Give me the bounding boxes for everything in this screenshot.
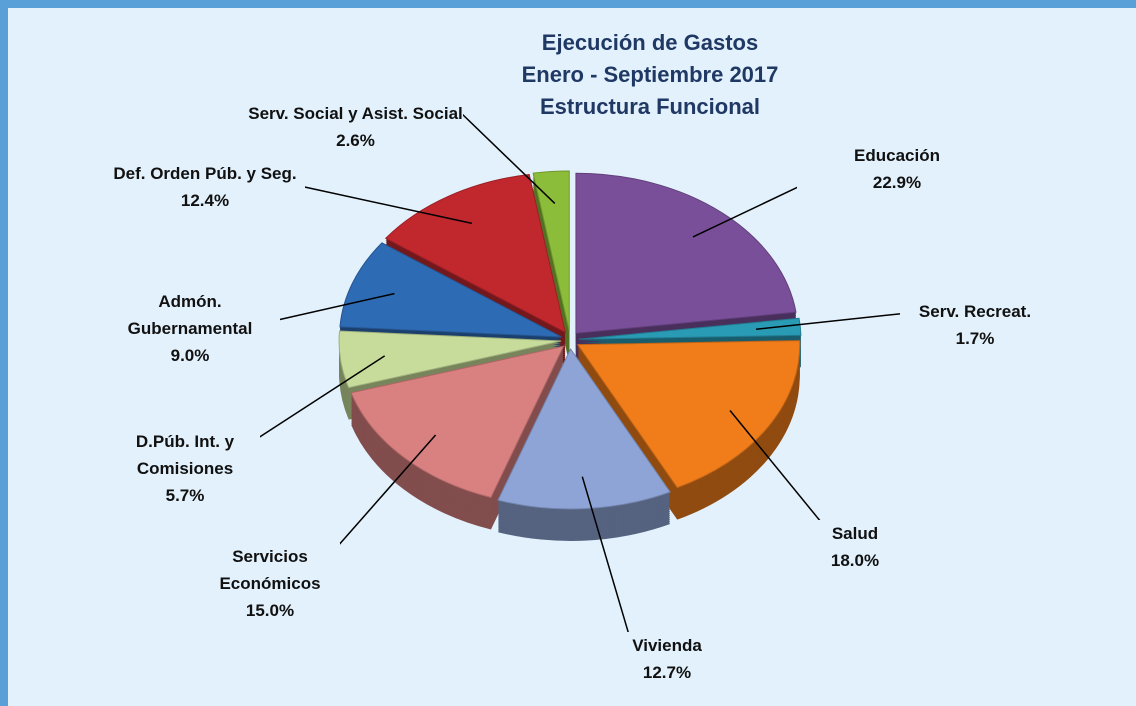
chart-title: Enero - Septiembre 2017 xyxy=(521,62,779,87)
category-label: Def. Orden Púb. y Seg. xyxy=(113,164,297,183)
slice xyxy=(578,317,802,340)
value-label: 12.7% xyxy=(642,663,692,682)
data-label-box: Educación 22.9% xyxy=(797,142,997,196)
slice xyxy=(350,345,565,499)
slice xyxy=(339,242,562,338)
data-label-box: Vivienda 12.7% xyxy=(597,632,737,686)
value-label: 22.9% xyxy=(872,173,922,192)
leader-line xyxy=(459,111,556,204)
leader-line xyxy=(729,410,831,534)
value-label: 12.4% xyxy=(180,191,230,210)
category-label: Educación xyxy=(854,146,940,165)
leader-line xyxy=(254,355,386,441)
slice xyxy=(497,347,671,510)
leader-line xyxy=(755,312,909,330)
leader-line xyxy=(259,292,395,325)
category-label: Serv. Social y Asist. Social xyxy=(248,104,463,123)
value-label: 18.0% xyxy=(830,551,880,570)
slice xyxy=(532,170,570,332)
slice xyxy=(338,330,562,389)
data-label-box: Serv. Recreat. 1.7% xyxy=(900,298,1050,352)
leader-line xyxy=(329,434,437,556)
category-label: Vivienda xyxy=(632,636,702,655)
leader-line xyxy=(581,476,633,646)
category-label: D.Púb. Int. y Comisiones xyxy=(135,432,235,478)
category-label: Serv. Recreat. xyxy=(918,302,1032,321)
chart-title: Ejecución de Gastos xyxy=(541,30,759,55)
value-label: 9.0% xyxy=(170,346,210,365)
category-label: Salud xyxy=(831,524,879,543)
value-label: 15.0% xyxy=(245,601,295,620)
data-label-box: Serv. Social y Asist. Social 2.6% xyxy=(248,100,463,154)
value-label: 2.6% xyxy=(336,131,375,150)
category-label: Servicios Económicos xyxy=(219,547,321,593)
leader-line xyxy=(299,185,473,225)
data-label-box: D.Púb. Int. y Comisiones 5.7% xyxy=(110,428,260,509)
slice xyxy=(576,340,801,489)
category-label: Admón. Gubernamental xyxy=(127,292,253,338)
slice xyxy=(575,172,797,334)
value-label: 1.7% xyxy=(955,329,995,348)
value-label: 5.7% xyxy=(165,486,205,505)
data-label-box: Admón. Gubernamental 9.0% xyxy=(100,288,280,369)
data-label-box: Salud 18.0% xyxy=(785,520,925,574)
chart-title: Estructura Funcional xyxy=(539,94,761,119)
data-label-box: Def. Orden Púb. y Seg. 12.4% xyxy=(105,160,305,214)
data-label-box: Servicios Económicos 15.0% xyxy=(200,543,340,624)
